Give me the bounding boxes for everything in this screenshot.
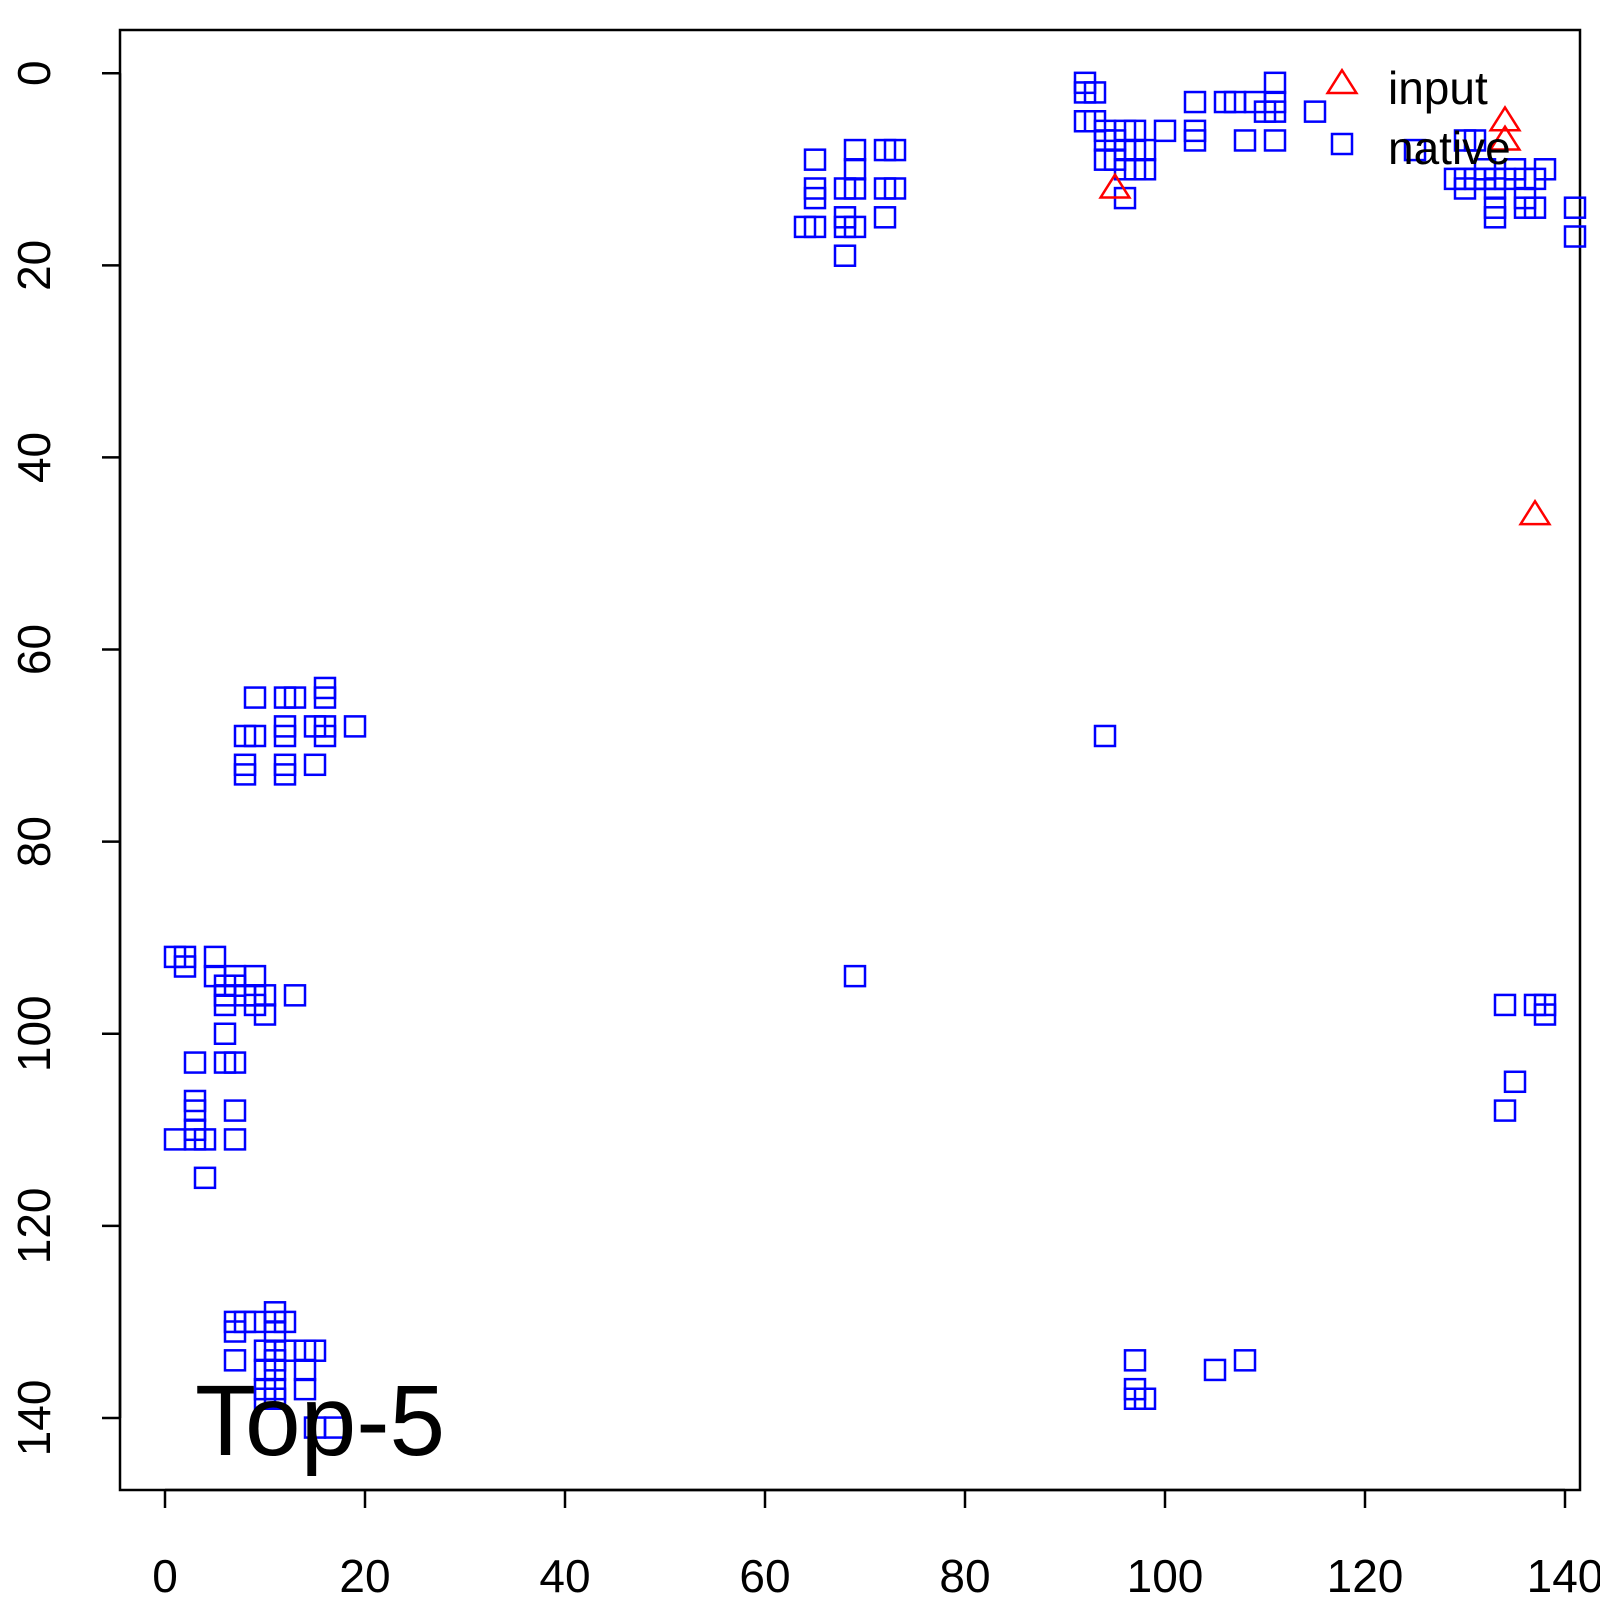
native-point <box>1233 129 1257 152</box>
native-point <box>883 138 907 162</box>
native-point <box>1263 100 1287 123</box>
x-tick-label: 80 <box>939 1550 990 1600</box>
native-point <box>223 1099 247 1122</box>
x-tick-label: 100 <box>1127 1550 1204 1600</box>
native-point <box>883 177 907 200</box>
series-input <box>1098 105 1552 526</box>
native-point <box>1463 129 1487 152</box>
y-tick-label: 100 <box>8 995 60 1072</box>
x-tick-label: 40 <box>539 1550 590 1600</box>
native-point <box>873 206 897 229</box>
plot-frame <box>118 28 1582 1492</box>
native-point <box>1533 1003 1557 1026</box>
native-point <box>193 1166 217 1190</box>
native-point <box>193 1128 217 1151</box>
legend-input-marker <box>1325 67 1359 95</box>
native-point <box>1153 119 1177 143</box>
native-point <box>1403 138 1427 162</box>
native-point <box>803 215 827 239</box>
native-point <box>223 1128 247 1151</box>
input-point <box>1098 172 1132 199</box>
y-tick-label: 0 <box>8 60 60 86</box>
native-point <box>323 1416 347 1439</box>
native-point <box>1503 1070 1527 1094</box>
native-point <box>1093 724 1117 748</box>
x-tick-label: 20 <box>339 1550 390 1600</box>
native-point <box>803 186 827 210</box>
input-point <box>1488 105 1522 132</box>
legend-native-marker <box>1330 132 1354 156</box>
axes-layer: 0 20 40 60 80 100 120 140 0 20 40 60 80 100 120 140 <box>8 60 1600 1600</box>
native-point <box>173 955 197 978</box>
native-point <box>283 686 307 709</box>
x-tick-label: 140 <box>1527 1550 1600 1600</box>
native-point <box>1303 100 1327 123</box>
native-point <box>1133 1387 1157 1410</box>
native-point <box>1493 993 1517 1017</box>
native-point <box>243 724 267 748</box>
y-tick-label: 60 <box>8 624 60 675</box>
y-tick-label: 120 <box>8 1187 60 1264</box>
native-point <box>313 686 337 709</box>
native-point <box>303 753 327 777</box>
native-point <box>343 715 367 738</box>
native-point <box>1263 71 1287 95</box>
native-point <box>1493 1099 1517 1122</box>
native-point <box>203 945 227 969</box>
y-tick-label: 20 <box>8 240 60 291</box>
native-point <box>1123 1349 1147 1372</box>
input-point <box>1518 498 1552 526</box>
y-tick-label: 80 <box>8 816 60 867</box>
legend: input native <box>1325 62 1511 174</box>
legend-input-label: input <box>1388 62 1488 114</box>
native-point <box>1523 196 1547 219</box>
native-point <box>1183 90 1207 114</box>
native-point <box>273 1310 297 1334</box>
y-tick-label: 40 <box>8 432 60 483</box>
plot-area <box>118 28 1582 1492</box>
native-point <box>1083 81 1107 104</box>
native-point <box>243 964 267 988</box>
points-layer <box>163 71 1587 1439</box>
series-native <box>163 71 1587 1439</box>
native-point <box>843 158 867 181</box>
native-point <box>263 1387 287 1410</box>
native-point <box>1563 225 1587 248</box>
native-point <box>313 724 337 748</box>
native-point <box>1233 1349 1257 1372</box>
native-point <box>223 1349 247 1372</box>
plot-annotation: Top-5 <box>195 1365 445 1477</box>
native-point <box>843 964 867 988</box>
native-point <box>1183 129 1207 152</box>
native-point <box>183 1051 207 1074</box>
native-point <box>1263 129 1287 152</box>
native-point <box>243 686 267 709</box>
native-point <box>273 763 297 786</box>
native-point <box>833 244 857 267</box>
native-point <box>1483 206 1507 229</box>
native-point <box>1533 158 1557 181</box>
native-point <box>273 724 297 748</box>
native-point <box>213 1022 237 1045</box>
input-point <box>1488 124 1522 151</box>
legend-native-label: native <box>1388 122 1511 174</box>
native-point <box>283 984 307 1007</box>
y-tick-label: 140 <box>8 1380 60 1457</box>
x-tick-label: 60 <box>739 1550 790 1600</box>
native-point <box>253 1003 277 1026</box>
native-point <box>223 1051 247 1074</box>
native-point <box>1133 158 1157 181</box>
native-point <box>233 763 257 786</box>
native-point <box>163 1128 187 1151</box>
native-point <box>1203 1358 1227 1382</box>
native-point <box>843 138 867 162</box>
x-tick-label: 120 <box>1327 1550 1404 1600</box>
x-tick-label: 0 <box>152 1550 178 1600</box>
native-point <box>843 215 867 239</box>
native-point <box>293 1377 317 1401</box>
native-point <box>803 148 827 171</box>
native-point <box>1563 196 1587 219</box>
